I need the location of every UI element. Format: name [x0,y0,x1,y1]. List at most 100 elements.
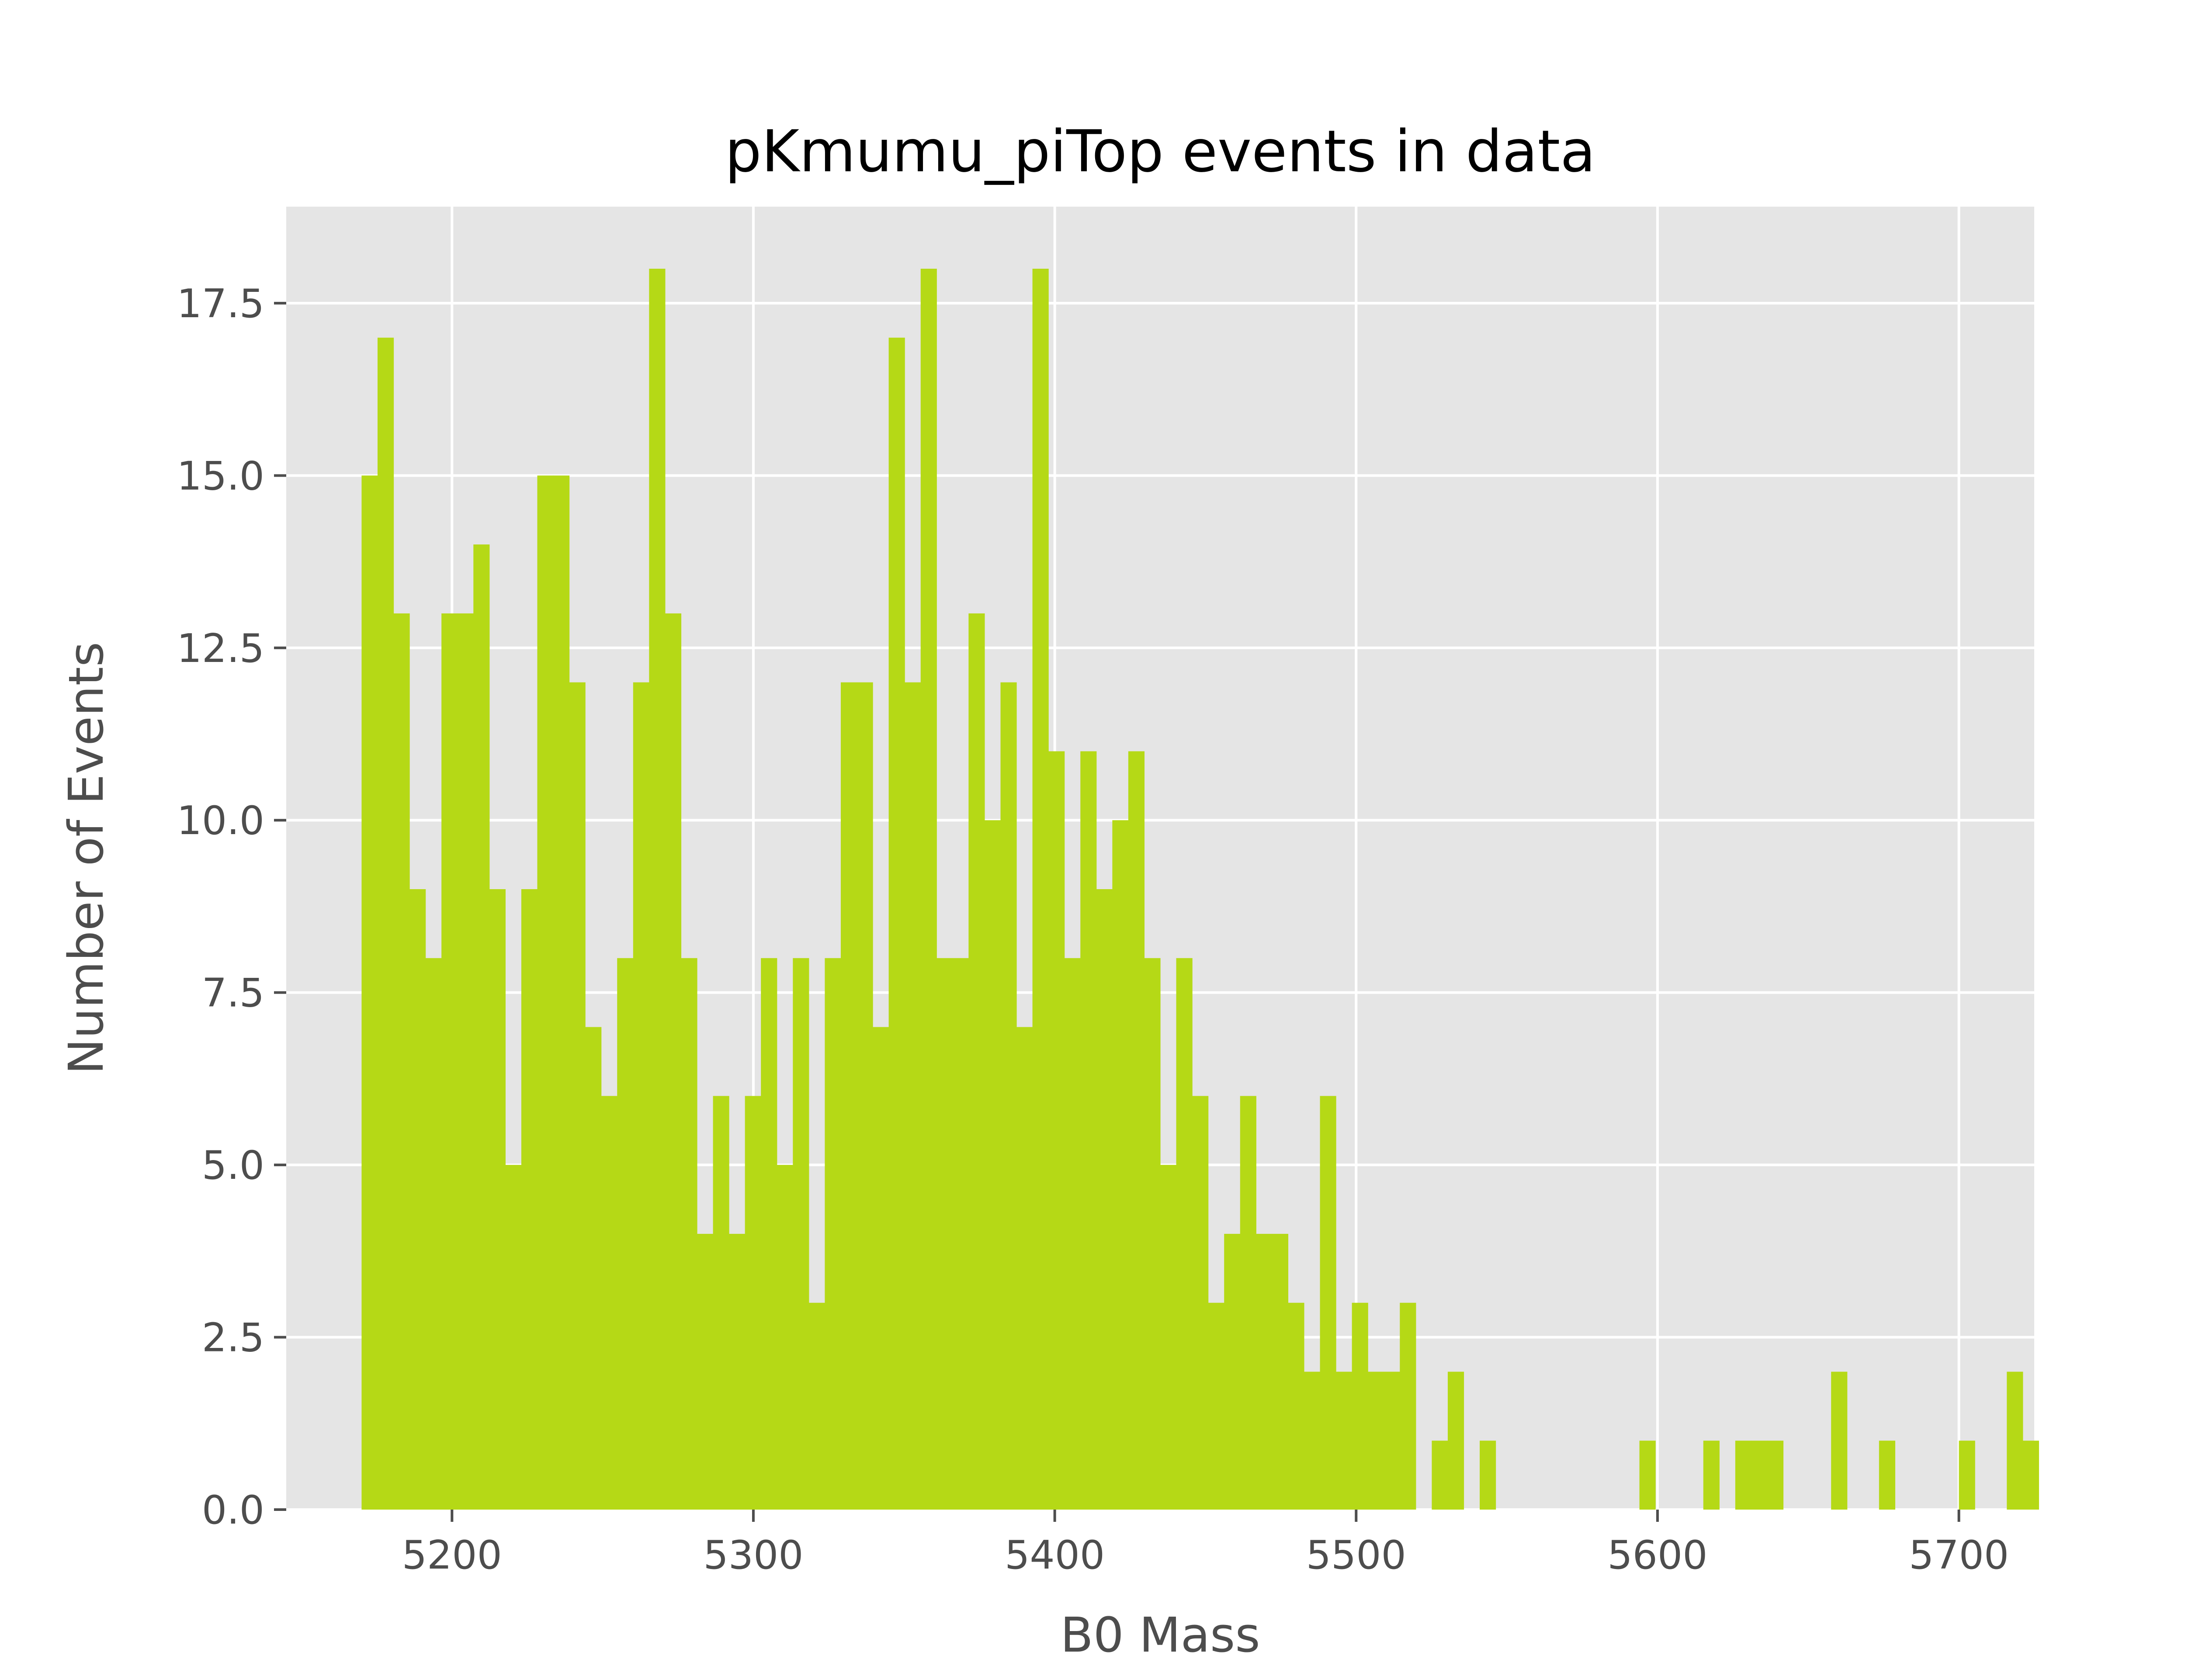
histogram-bar [553,475,570,1510]
x-tick-label: 5200 [402,1532,502,1578]
y-tick-label: 5.0 [202,1143,264,1188]
histogram-bar [920,269,937,1510]
histogram-bar [505,1165,522,1510]
histogram-bar [1368,1372,1384,1510]
histogram-bar [1767,1441,1784,1510]
histogram-bar [1384,1372,1400,1510]
histogram-bar [601,1096,617,1510]
histogram-bar [1192,1096,1209,1510]
x-tick-label: 5500 [1306,1532,1406,1578]
histogram-bar [633,682,649,1510]
histogram-bar [1703,1441,1720,1510]
histogram-bar [489,889,506,1510]
histogram-bar [1400,1302,1416,1510]
x-axis-label: B0 Mass [1060,1607,1260,1663]
histogram-bar [425,958,442,1510]
histogram-bar [1032,269,1049,1510]
histogram-bar [1879,1441,1895,1510]
histogram-bar [1224,1233,1241,1510]
histogram-bar [393,613,410,1510]
histogram-bar [2007,1372,2023,1510]
y-tick-label: 12.5 [177,626,264,672]
histogram-bar [457,613,474,1510]
y-tick-label: 0.0 [202,1487,264,1533]
x-tick-label: 5300 [703,1532,803,1578]
histogram-bar [952,958,969,1510]
histogram-bar [1447,1372,1464,1510]
histogram-bar [968,613,985,1510]
histogram-bar [825,958,841,1510]
histogram-bar [1048,751,1065,1510]
histogram-bar [649,269,666,1510]
histogram-bar [1735,1441,1752,1510]
histogram-bar [1016,1027,1033,1510]
histogram-bar [936,958,953,1510]
histogram-bar [1288,1302,1304,1510]
y-tick-label: 15.0 [177,453,264,499]
y-tick-label: 7.5 [202,970,264,1016]
histogram-bar [1240,1096,1256,1510]
y-tick-label: 2.5 [202,1315,264,1361]
histogram-bar [873,1027,889,1510]
histogram-bar [984,820,1001,1510]
histogram-bar [1751,1441,1768,1510]
histogram-bar [888,337,905,1510]
histogram-bar [1480,1441,1496,1510]
histogram-bar [1000,682,1017,1510]
histogram-bar [537,475,554,1510]
histogram-bar [1336,1372,1353,1510]
histogram-bar [585,1027,602,1510]
histogram-bar [713,1096,729,1510]
histogram-bar [2022,1441,2039,1510]
histogram-bar [840,682,857,1510]
x-tick-label: 5400 [1005,1532,1105,1578]
histogram-bar [1208,1302,1224,1510]
histogram-bars [361,269,2039,1510]
histogram-bar [697,1233,714,1510]
x-tick-label: 5700 [1909,1532,2009,1578]
histogram-bar [729,1233,746,1510]
histogram-bar [1831,1372,1848,1510]
histogram-bar [1639,1441,1656,1510]
histogram-bar [857,682,873,1510]
histogram-bar [1176,958,1193,1510]
histogram-bar [1160,1165,1177,1510]
histogram-bar [777,1165,793,1510]
axis-ticks: 5200 5300 5400 5500 5600 5700 0.0 2.5 5.0 7.5 10.0… [177,281,2009,1578]
histogram-bar [473,544,490,1510]
histogram-bar [441,613,458,1510]
histogram-bar [361,475,378,1510]
histogram-bar [1144,958,1161,1510]
histogram-bar [1128,751,1145,1510]
histogram-bar [409,889,426,1510]
histogram-bar [1112,820,1129,1510]
histogram-bar [617,958,634,1510]
histogram-bar [1256,1233,1273,1510]
histogram-bar [1272,1233,1289,1510]
histogram-bar [569,682,586,1510]
histogram-bar [1320,1096,1336,1510]
histogram-bar [761,958,777,1510]
histogram-bar [1096,889,1113,1510]
y-tick-label: 10.0 [177,798,264,844]
histogram-bar [665,613,682,1510]
y-tick-label: 17.5 [177,281,264,327]
histogram-bar [793,958,809,1510]
histogram-bar [377,337,394,1510]
histogram-bar [521,889,538,1510]
histogram-bar [681,958,697,1510]
chart-title: pKmumu_piTop events in data [725,118,1595,185]
histogram-bar [1959,1441,1975,1510]
histogram-bar [1304,1372,1321,1510]
histogram-bar [1080,751,1097,1510]
histogram-bar [905,682,921,1510]
histogram-bar [745,1096,761,1510]
y-axis-label: Number of Events [58,642,114,1074]
histogram-bar [1432,1441,1448,1510]
histogram-bar [1352,1302,1368,1510]
histogram-bar [1064,958,1081,1510]
x-tick-label: 5600 [1607,1532,1707,1578]
histogram-bar [808,1302,825,1510]
